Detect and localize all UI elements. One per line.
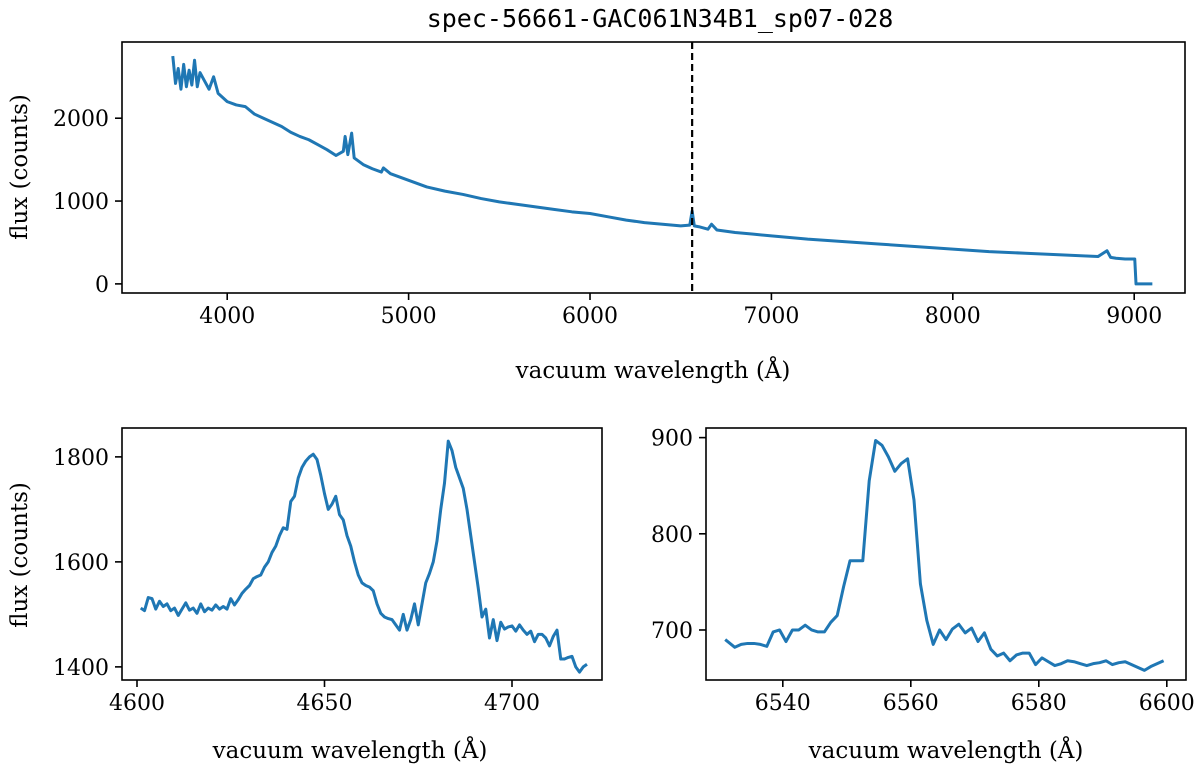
halpha-zoom-x-tick-label: 6540 xyxy=(755,691,811,716)
overview-x-tick-label: 6000 xyxy=(562,304,618,329)
heii-zoom-y-tick-label: 1400 xyxy=(53,656,109,681)
halpha-zoom-y-tick-label: 700 xyxy=(651,619,693,644)
overview-y-axis-label: flux (counts) xyxy=(7,94,33,240)
heii-zoom-x-tick-label: 4600 xyxy=(109,691,165,716)
halpha-zoom-x-axis-label: vacuum wavelength (Å) xyxy=(808,736,1084,764)
halpha-zoom-ticks: 6540 6560 6580 6600 700 800 900 xyxy=(651,427,1195,716)
halpha-zoom-plot-area xyxy=(724,439,1165,672)
overview-x-tick-label: 9000 xyxy=(1106,304,1162,329)
heii-zoom-panel: 4600 4650 4700 1400 1600 1800 vacuum waveleng… xyxy=(7,427,603,764)
overview-x-axis-label: vacuum wavelength (Å) xyxy=(515,356,791,384)
heii-zoom-x-tick-label: 4650 xyxy=(297,691,353,716)
overview-x-tick-label: 8000 xyxy=(925,304,981,329)
heii-zoom-ticks: 4600 4650 4700 1400 1600 1800 xyxy=(53,446,540,716)
overview-y-tick-label: 2000 xyxy=(53,107,109,132)
overview-axes-frame xyxy=(121,41,1186,294)
heii-zoom-x-tick-label: 4700 xyxy=(484,691,540,716)
overview-y-tick-label: 0 xyxy=(95,273,109,298)
overview-x-tick-label: 7000 xyxy=(743,304,799,329)
heii-zoom-y-tick-label: 1800 xyxy=(53,446,109,471)
overview-panel: 4000 5000 6000 7000 8000 9000 0 1000 2000 vacuum… xyxy=(7,41,1186,384)
heii-zoom-x-axis-label: vacuum wavelength (Å) xyxy=(212,736,488,764)
halpha-zoom-series-line-0 xyxy=(724,439,1165,672)
halpha-zoom-axes-frame xyxy=(705,427,1187,681)
halpha-zoom-x-tick-label: 6600 xyxy=(1139,691,1195,716)
halpha-zoom-panel: 6540 6560 6580 6600 700 800 900 vacuum wavelen… xyxy=(651,427,1195,764)
overview-y-tick-label: 1000 xyxy=(53,190,109,215)
halpha-zoom-x-tick-label: 6560 xyxy=(883,691,939,716)
chart-title: spec-56661-GAC061N34B1_sp07-028 xyxy=(427,4,894,33)
overview-series-line-0 xyxy=(171,55,1153,286)
overview-ticks: 4000 5000 6000 7000 8000 9000 0 1000 2000 xyxy=(53,107,1162,329)
heii-zoom-y-tick-label: 1600 xyxy=(53,551,109,576)
overview-x-tick-label: 5000 xyxy=(381,304,437,329)
heii-zoom-axes-frame xyxy=(121,427,603,681)
heii-zoom-plot-area xyxy=(139,439,588,674)
halpha-zoom-y-tick-label: 900 xyxy=(651,427,693,452)
halpha-zoom-y-tick-label: 800 xyxy=(651,523,693,548)
halpha-zoom-x-tick-label: 6580 xyxy=(1011,691,1067,716)
overview-plot-area xyxy=(171,42,1153,293)
overview-x-tick-label: 4000 xyxy=(199,304,255,329)
heii-zoom-y-axis-label: flux (counts) xyxy=(7,482,33,628)
heii-zoom-series-line-0 xyxy=(139,439,588,674)
